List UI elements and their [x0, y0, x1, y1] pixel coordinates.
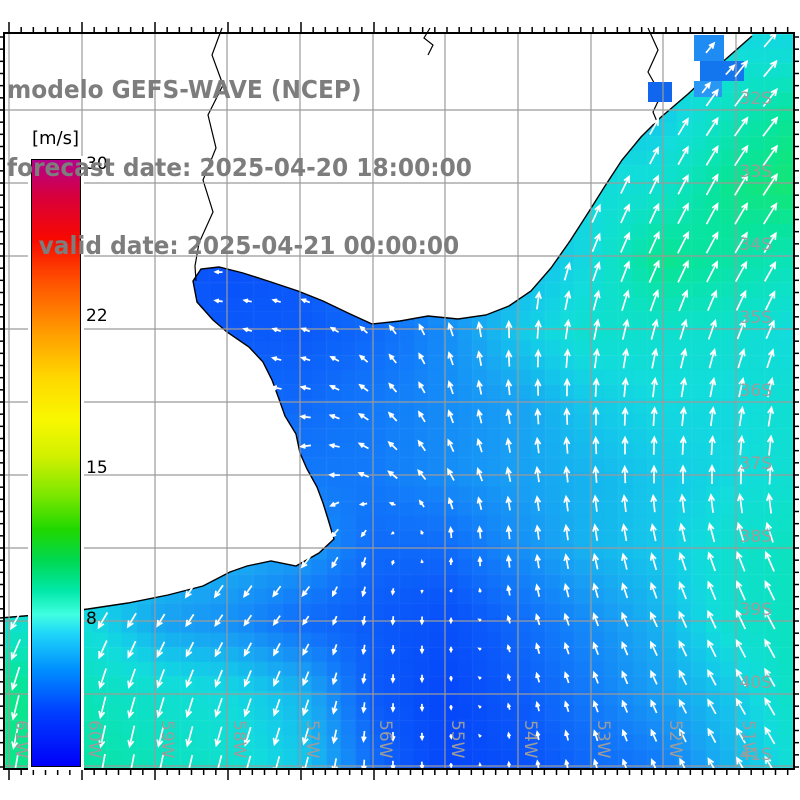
lon-label: 51W	[738, 719, 758, 758]
lon-label: 53W	[593, 719, 613, 758]
lat-label: 34S	[739, 235, 772, 255]
lon-label: 59W	[157, 719, 177, 758]
wind-vectors	[10, 31, 779, 779]
graticule	[4, 33, 794, 769]
lon-label: 60W	[84, 719, 104, 758]
lon-label: 52W	[665, 719, 685, 758]
lon-label: 56W	[375, 719, 395, 758]
lat-label: 39S	[739, 600, 772, 620]
lat-label: 35S	[739, 308, 772, 328]
lat-label: 36S	[739, 381, 772, 401]
valid-date: valid date: 2025-04-21 00:00:00	[38, 231, 460, 260]
axis-ticks	[0, 22, 799, 780]
colorbar-unit-label: [m/s]	[32, 128, 80, 149]
plot-frame	[3, 32, 795, 770]
lon-label: 57W	[302, 719, 322, 758]
lat-label: 32S	[739, 89, 772, 109]
lat-label: 40S	[739, 673, 772, 693]
lon-label: 54W	[520, 719, 540, 758]
title-block: modelo GEFS-WAVE (NCEP) forecast date: 2…	[7, 25, 472, 311]
land-mass	[0, 35, 753, 619]
lat-label: 37S	[739, 454, 772, 474]
colorbar-value-label: 15	[86, 458, 108, 478]
forecast-date: forecast date: 2025-04-20 18:00:00	[7, 153, 472, 182]
lon-label: 58W	[229, 719, 249, 758]
colorbar-value-label: 22	[86, 306, 108, 326]
colorbar-gradient	[28, 156, 84, 770]
lon-label: 55W	[447, 719, 467, 758]
coastline	[0, 35, 753, 619]
lon-label: 61W	[11, 719, 31, 758]
lat-label: 38S	[739, 527, 772, 547]
colorbar-value-label: 8	[86, 609, 97, 629]
model-title: modelo GEFS-WAVE (NCEP)	[7, 75, 362, 104]
lat-label: 41S	[739, 745, 772, 765]
colorbar-value-label: 30	[86, 154, 108, 174]
lat-label: 33S	[739, 162, 772, 182]
